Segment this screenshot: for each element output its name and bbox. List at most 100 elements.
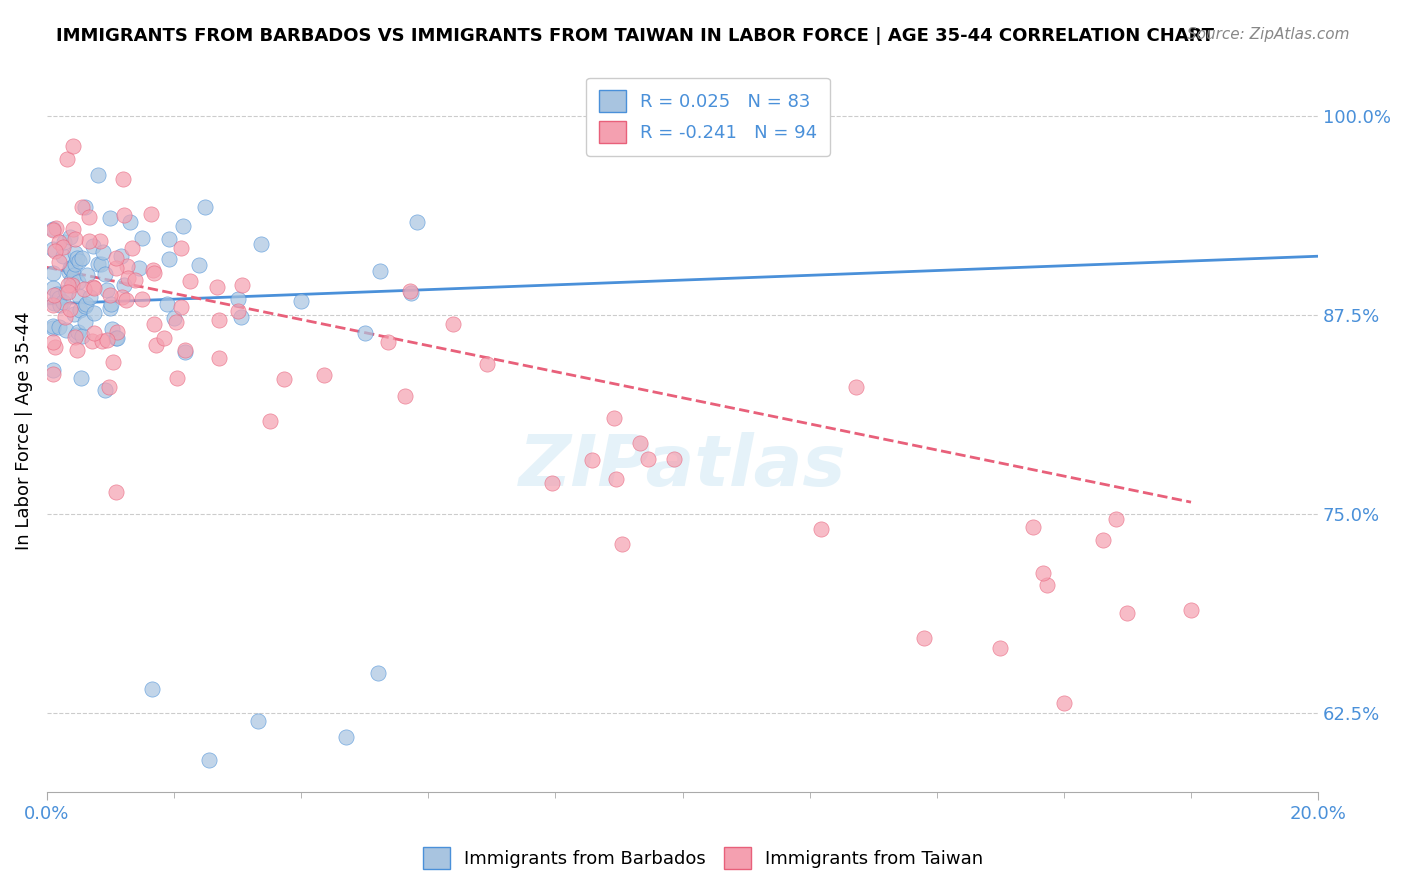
Point bbox=[115, 260, 138, 274]
Point bbox=[610, 537, 633, 551]
Point bbox=[90, 257, 112, 271]
Point bbox=[399, 285, 422, 300]
Point bbox=[70, 329, 93, 343]
Point bbox=[581, 453, 603, 467]
Point bbox=[69, 302, 91, 317]
Point bbox=[441, 317, 464, 331]
Point bbox=[42, 367, 65, 381]
Point bbox=[83, 305, 105, 319]
Text: ZIPatlas: ZIPatlas bbox=[519, 432, 846, 501]
Point bbox=[65, 327, 87, 342]
Point bbox=[172, 219, 194, 234]
Point bbox=[93, 384, 115, 398]
Point bbox=[166, 371, 188, 385]
Point bbox=[1092, 533, 1115, 547]
Point bbox=[605, 472, 627, 486]
Point bbox=[42, 281, 65, 295]
Point bbox=[988, 640, 1011, 655]
Point bbox=[53, 235, 76, 249]
Point bbox=[73, 299, 96, 313]
Point bbox=[42, 222, 65, 236]
Point bbox=[91, 244, 114, 259]
Point bbox=[1035, 578, 1057, 592]
Point bbox=[55, 323, 77, 337]
Point bbox=[89, 234, 111, 248]
Point bbox=[53, 310, 76, 324]
Point bbox=[44, 296, 66, 310]
Point bbox=[100, 211, 122, 226]
Point bbox=[82, 239, 104, 253]
Point bbox=[67, 275, 90, 289]
Point bbox=[1032, 566, 1054, 581]
Point bbox=[52, 249, 75, 263]
Point bbox=[246, 714, 269, 728]
Point bbox=[188, 258, 211, 272]
Point bbox=[52, 294, 75, 309]
Text: Source: ZipAtlas.com: Source: ZipAtlas.com bbox=[1187, 27, 1350, 42]
Point bbox=[83, 326, 105, 340]
Point bbox=[111, 290, 134, 304]
Point bbox=[58, 277, 80, 292]
Point bbox=[107, 325, 129, 339]
Point bbox=[475, 357, 498, 371]
Point bbox=[229, 310, 252, 325]
Point bbox=[845, 380, 868, 394]
Text: IMMIGRANTS FROM BARBADOS VS IMMIGRANTS FROM TAIWAN IN LABOR FORCE | AGE 35-44 CO: IMMIGRANTS FROM BARBADOS VS IMMIGRANTS F… bbox=[56, 27, 1215, 45]
Point bbox=[603, 411, 626, 425]
Point bbox=[42, 223, 65, 237]
Point bbox=[44, 221, 66, 235]
Point bbox=[73, 282, 96, 296]
Point bbox=[312, 368, 335, 382]
Point bbox=[173, 343, 195, 357]
Point bbox=[98, 287, 121, 301]
Point bbox=[1053, 696, 1076, 710]
Point bbox=[52, 240, 75, 254]
Point bbox=[208, 351, 231, 366]
Point bbox=[48, 254, 70, 268]
Point bbox=[73, 315, 96, 329]
Point bbox=[59, 230, 82, 244]
Point bbox=[368, 264, 391, 278]
Point bbox=[66, 325, 89, 339]
Point bbox=[90, 334, 112, 348]
Point bbox=[77, 235, 100, 249]
Point bbox=[63, 307, 86, 321]
Point bbox=[353, 326, 375, 341]
Point bbox=[163, 311, 186, 326]
Point bbox=[104, 330, 127, 344]
Point bbox=[42, 321, 65, 335]
Point bbox=[42, 334, 65, 349]
Point bbox=[42, 266, 65, 280]
Point bbox=[66, 251, 89, 265]
Point bbox=[80, 334, 103, 349]
Point bbox=[48, 235, 70, 249]
Point bbox=[142, 263, 165, 277]
Point bbox=[79, 290, 101, 304]
Legend: R = 0.025   N = 83, R = -0.241   N = 94: R = 0.025 N = 83, R = -0.241 N = 94 bbox=[586, 78, 830, 156]
Point bbox=[174, 345, 197, 359]
Point bbox=[290, 293, 312, 308]
Point bbox=[75, 296, 97, 310]
Point bbox=[96, 333, 118, 347]
Point bbox=[98, 380, 121, 394]
Point bbox=[142, 266, 165, 280]
Point bbox=[63, 257, 86, 271]
Point bbox=[87, 169, 110, 183]
Point bbox=[1022, 520, 1045, 534]
Point bbox=[67, 253, 90, 268]
Point bbox=[394, 389, 416, 403]
Point bbox=[82, 280, 104, 294]
Point bbox=[59, 301, 82, 316]
Point bbox=[104, 485, 127, 500]
Point bbox=[406, 215, 429, 229]
Point bbox=[205, 280, 228, 294]
Point bbox=[87, 257, 110, 271]
Point bbox=[70, 252, 93, 266]
Point bbox=[128, 261, 150, 276]
Point bbox=[637, 452, 659, 467]
Point bbox=[98, 301, 121, 315]
Point bbox=[810, 522, 832, 536]
Point bbox=[121, 241, 143, 255]
Point bbox=[662, 452, 685, 467]
Point bbox=[249, 236, 271, 251]
